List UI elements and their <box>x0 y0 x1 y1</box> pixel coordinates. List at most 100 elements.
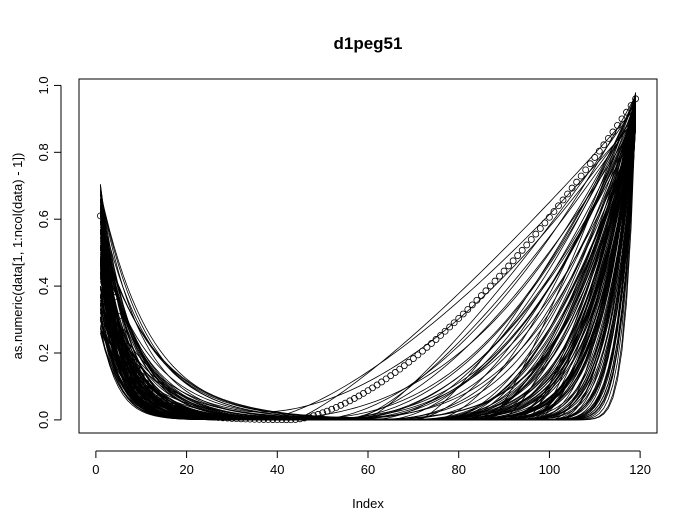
data-point <box>518 246 526 254</box>
series-layer <box>100 92 636 421</box>
data-point <box>97 212 104 220</box>
data-point <box>391 369 399 376</box>
data-point <box>174 405 181 412</box>
data-point <box>627 102 635 109</box>
data-point <box>124 342 132 350</box>
data-point <box>477 292 485 299</box>
data-point <box>369 384 376 392</box>
data-point <box>305 413 313 421</box>
data-point <box>573 178 581 186</box>
data-point <box>546 213 553 221</box>
series-line <box>100 93 636 421</box>
data-point <box>219 414 227 422</box>
series-line <box>100 119 636 421</box>
data-point <box>115 313 122 320</box>
x-tick-label: 40 <box>270 462 284 477</box>
data-point <box>251 415 259 423</box>
x-tick-label: 0 <box>92 462 99 477</box>
data-point <box>128 354 136 362</box>
data-point <box>310 412 317 420</box>
data-point <box>446 323 454 331</box>
data-point <box>332 403 340 411</box>
data-point <box>192 410 200 418</box>
data-point <box>623 108 630 116</box>
data-point <box>269 416 277 423</box>
data-point <box>187 409 195 417</box>
data-point <box>405 358 413 366</box>
x-tick-label: 120 <box>629 462 651 477</box>
series-line <box>100 118 636 421</box>
data-point <box>106 271 113 279</box>
data-point <box>196 411 204 419</box>
y-axis: 0.0 0.2 0.4 0.6 0.8 1.0 <box>36 76 62 429</box>
data-point <box>233 415 240 423</box>
data-point <box>482 287 490 295</box>
data-point <box>400 362 408 370</box>
x-tick-label: 100 <box>539 462 561 477</box>
data-point <box>432 336 440 343</box>
data-point <box>242 415 249 423</box>
data-point <box>142 379 150 387</box>
data-point <box>323 407 331 415</box>
data-point <box>337 401 345 409</box>
data-point <box>505 262 513 270</box>
data-point <box>523 241 531 249</box>
data-point <box>301 414 308 422</box>
y-axis-label: as.numeric(data[1, 1:ncol(data) - 1]) <box>10 153 25 360</box>
series-line <box>100 124 636 420</box>
series-line <box>100 119 636 421</box>
data-point <box>550 208 558 215</box>
data-point <box>137 372 145 380</box>
x-axis: 0 20 40 60 80 100 120 <box>92 450 651 477</box>
series-line <box>100 118 636 421</box>
y-tick-label: 0.4 <box>36 277 51 295</box>
data-point <box>364 387 372 395</box>
data-point <box>314 410 322 418</box>
data-point <box>355 392 363 400</box>
data-point <box>101 244 109 252</box>
y-tick-label: 0.6 <box>36 210 51 228</box>
y-tick-label: 0.2 <box>36 344 51 362</box>
series-line <box>100 118 636 421</box>
data-point <box>419 347 426 355</box>
chart-title: d1peg51 <box>334 34 403 53</box>
data-point <box>146 385 154 392</box>
data-point <box>223 414 231 422</box>
data-point <box>500 267 508 275</box>
data-point <box>618 115 626 123</box>
data-point <box>214 414 222 421</box>
y-tick-label: 0.8 <box>36 143 51 161</box>
data-point <box>296 415 304 423</box>
data-point <box>273 416 281 424</box>
data-point <box>423 343 431 351</box>
data-point <box>246 415 254 423</box>
data-point <box>237 415 245 423</box>
data-point <box>577 172 585 180</box>
y-tick-label: 1.0 <box>36 76 51 94</box>
data-point <box>255 415 263 423</box>
data-point <box>133 364 141 371</box>
data-point <box>487 282 494 290</box>
series-line <box>100 119 636 421</box>
data-point <box>287 416 295 424</box>
data-point <box>632 95 639 103</box>
data-point <box>582 166 590 174</box>
data-point <box>360 389 367 397</box>
data-point <box>568 184 576 192</box>
data-point <box>201 412 209 420</box>
y-tick-label: 0.0 <box>36 411 51 429</box>
series-line <box>100 95 636 420</box>
data-point <box>260 416 268 423</box>
data-point <box>278 416 286 424</box>
data-point <box>119 329 127 337</box>
plot-frame <box>78 78 658 434</box>
points-layer <box>97 95 639 424</box>
data-point <box>110 293 118 301</box>
series-line <box>100 123 636 421</box>
data-point <box>532 230 540 238</box>
data-point <box>455 314 463 322</box>
data-point <box>282 416 290 424</box>
series-line <box>100 118 636 419</box>
data-point <box>228 415 236 422</box>
